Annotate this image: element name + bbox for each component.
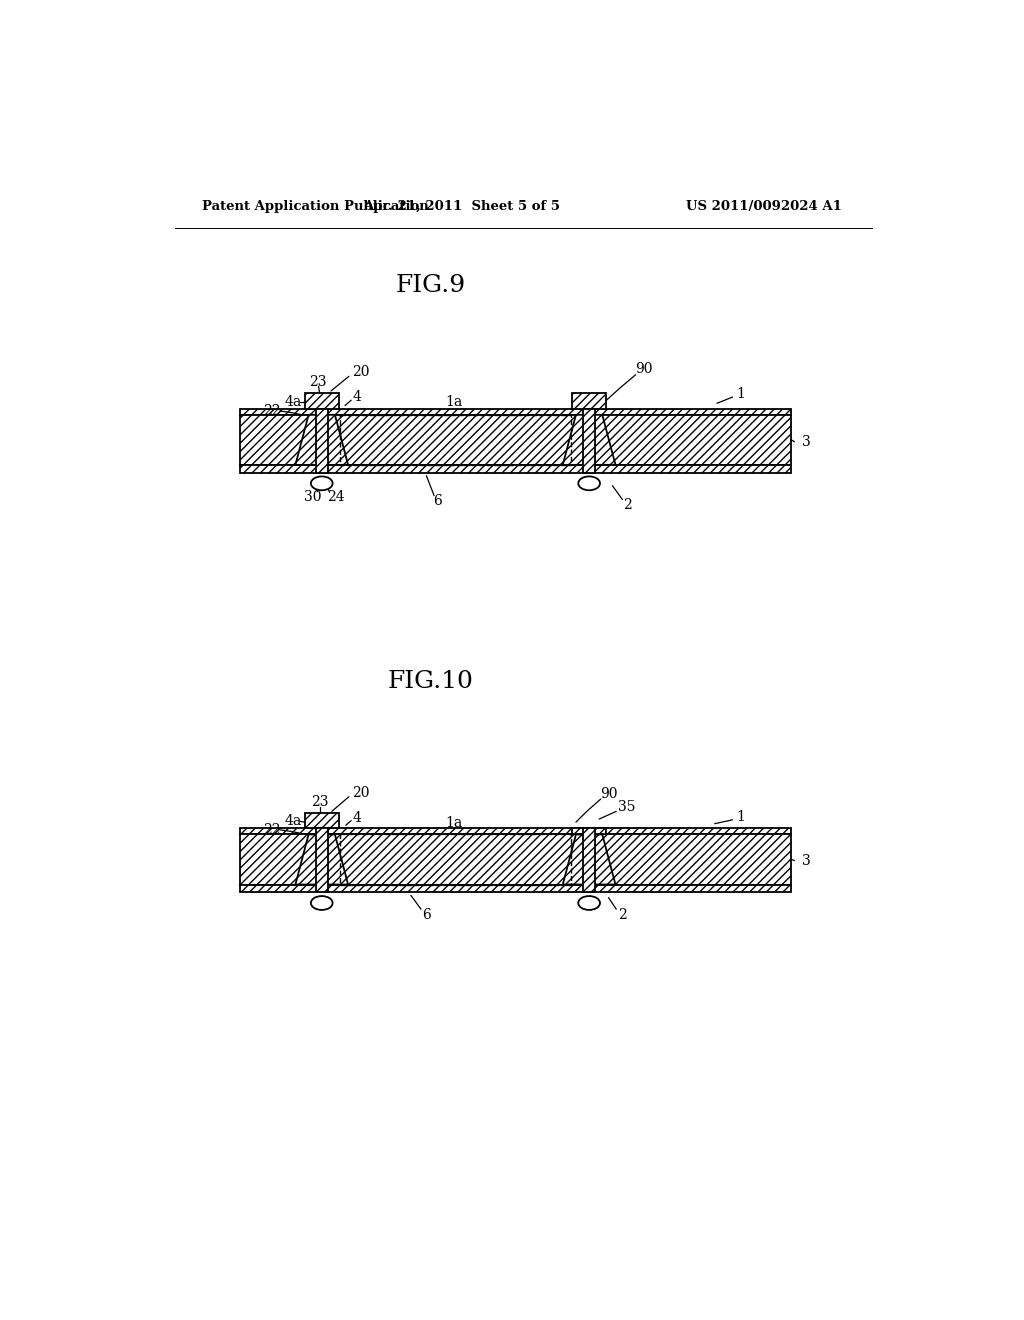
Text: 2: 2 [624, 498, 632, 512]
Text: 23: 23 [309, 375, 327, 388]
Polygon shape [563, 834, 615, 884]
Text: 6: 6 [433, 494, 442, 508]
Ellipse shape [311, 896, 333, 909]
Ellipse shape [579, 477, 600, 490]
Text: 22: 22 [262, 822, 281, 837]
Polygon shape [563, 414, 615, 465]
Bar [241, 884, 791, 892]
Text: 30: 30 [304, 490, 322, 504]
Bar [315, 409, 328, 473]
Text: 24: 24 [327, 490, 344, 504]
Text: 1: 1 [736, 809, 744, 824]
Text: FIG.9: FIG.9 [395, 275, 465, 297]
Text: 35: 35 [618, 800, 636, 813]
Ellipse shape [579, 896, 600, 909]
Text: 90: 90 [635, 363, 652, 376]
Ellipse shape [311, 477, 333, 490]
Text: 90: 90 [600, 787, 617, 801]
Text: 20: 20 [352, 366, 370, 379]
Bar [241, 414, 791, 465]
Bar [305, 393, 339, 409]
Text: US 2011/0092024 A1: US 2011/0092024 A1 [685, 199, 842, 213]
Text: Patent Application Publication: Patent Application Publication [202, 199, 428, 213]
Bar [315, 829, 328, 892]
Text: 22: 22 [262, 404, 281, 418]
Text: 1a: 1a [444, 816, 462, 830]
Text: 1a: 1a [444, 395, 462, 409]
Text: 3: 3 [802, 854, 811, 867]
Text: 4a: 4a [285, 814, 302, 829]
Bar [583, 409, 595, 473]
Bar [241, 829, 791, 834]
Text: 1: 1 [736, 387, 744, 401]
Bar [583, 829, 595, 892]
Bar [241, 465, 791, 473]
Polygon shape [295, 414, 348, 465]
Text: 4: 4 [352, 812, 361, 825]
Text: 23: 23 [311, 795, 329, 809]
Text: 6: 6 [422, 908, 431, 921]
Text: 20: 20 [352, 785, 370, 800]
Polygon shape [295, 834, 348, 884]
Bar [305, 813, 339, 829]
Text: 2: 2 [618, 908, 627, 921]
Bar [241, 409, 791, 414]
Bar [572, 829, 606, 834]
Bar [572, 393, 606, 409]
Text: 3: 3 [802, 434, 811, 449]
Text: 4a: 4a [285, 395, 302, 409]
Text: 4: 4 [352, 391, 361, 404]
Bar [241, 834, 791, 884]
Bar [340, 414, 570, 465]
Text: FIG.10: FIG.10 [387, 671, 473, 693]
Text: Apr. 21, 2011  Sheet 5 of 5: Apr. 21, 2011 Sheet 5 of 5 [362, 199, 560, 213]
Bar [340, 834, 570, 884]
